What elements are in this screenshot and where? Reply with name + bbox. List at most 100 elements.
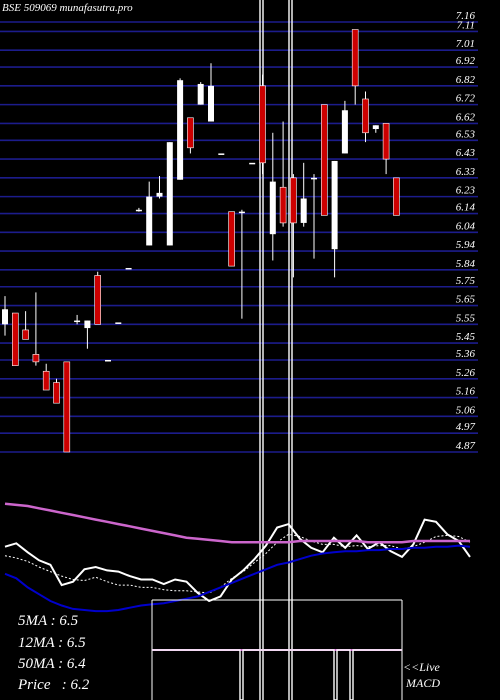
candle bbox=[331, 160, 338, 278]
y-tick-label: 6.53 bbox=[456, 128, 476, 140]
y-tick-label: 6.62 bbox=[456, 111, 476, 123]
y-tick-label: 5.55 bbox=[456, 312, 476, 324]
legend-price: Price : 6.2 bbox=[18, 677, 90, 693]
candle-body bbox=[84, 320, 91, 329]
candle-body bbox=[249, 162, 256, 165]
candle-body bbox=[393, 177, 400, 216]
y-tick-label: 6.23 bbox=[456, 185, 476, 197]
candle-body bbox=[156, 192, 163, 197]
candle-body bbox=[320, 104, 328, 216]
candle bbox=[311, 174, 317, 259]
candle-body bbox=[331, 160, 338, 250]
candle bbox=[238, 209, 245, 319]
candle bbox=[115, 322, 122, 324]
candle bbox=[300, 162, 307, 227]
candle bbox=[22, 311, 29, 340]
candle-body bbox=[218, 153, 225, 155]
candle bbox=[187, 117, 194, 154]
candle-body bbox=[125, 267, 132, 270]
candle bbox=[12, 312, 19, 366]
candle-body bbox=[74, 320, 81, 323]
candle bbox=[42, 363, 50, 391]
candle bbox=[63, 361, 71, 453]
candle bbox=[166, 142, 173, 246]
y-tick-label: 5.26 bbox=[456, 367, 476, 379]
y-tick-label: 5.36 bbox=[456, 348, 476, 360]
y-tick-label: 6.33 bbox=[456, 166, 476, 178]
candle bbox=[218, 153, 225, 155]
line-5ma bbox=[4, 518, 471, 603]
candle-body bbox=[208, 85, 214, 122]
candle-body bbox=[197, 83, 204, 105]
candle-body bbox=[42, 370, 50, 391]
candle-body bbox=[187, 117, 194, 149]
macd-panel bbox=[151, 599, 403, 700]
candle bbox=[279, 121, 287, 227]
candle bbox=[53, 378, 60, 404]
candle bbox=[105, 359, 111, 362]
candles bbox=[2, 29, 400, 453]
candle bbox=[125, 267, 132, 270]
candle-body bbox=[53, 382, 60, 404]
gridlines bbox=[0, 21, 478, 453]
y-tick-label: 5.84 bbox=[456, 258, 476, 270]
candle bbox=[74, 314, 81, 325]
candle bbox=[341, 100, 348, 154]
y-tick-label: 5.75 bbox=[456, 275, 476, 287]
candle-body bbox=[382, 123, 390, 160]
legend-5ma: 5MA : 6.5 bbox=[18, 613, 79, 629]
y-tick-label: 5.45 bbox=[456, 331, 476, 343]
candle bbox=[320, 104, 328, 216]
y-tick-label: 6.43 bbox=[456, 147, 476, 159]
line-50ma bbox=[4, 502, 470, 544]
candle-body bbox=[177, 80, 184, 180]
y-tick-label: 6.04 bbox=[456, 220, 476, 232]
candle-body bbox=[22, 329, 29, 340]
y-tick-label: 5.16 bbox=[456, 386, 476, 398]
candle-body bbox=[115, 322, 122, 324]
candle-body bbox=[300, 198, 307, 223]
candle-body bbox=[94, 275, 101, 325]
candle bbox=[228, 211, 235, 267]
candle bbox=[351, 29, 359, 105]
candle bbox=[177, 78, 184, 180]
y-axis-ticks: 7.167.11 7.01 6.92 6.82 6.72 6.62 6.53 6.43 6.33… bbox=[456, 10, 476, 452]
y-tick-label: 5.06 bbox=[456, 404, 476, 416]
y-tick-label: 7.11 bbox=[457, 19, 475, 31]
line-ema bbox=[4, 544, 471, 613]
candle-body bbox=[135, 209, 142, 212]
macd-line bbox=[152, 649, 402, 700]
y-tick-label: 4.97 bbox=[456, 421, 476, 433]
candle-body bbox=[279, 186, 287, 224]
candle bbox=[269, 132, 276, 261]
candle bbox=[372, 125, 379, 133]
candle bbox=[259, 74, 266, 175]
candle-body bbox=[105, 359, 111, 362]
candle bbox=[146, 181, 153, 246]
candle-body bbox=[146, 196, 153, 246]
candle-body bbox=[2, 309, 8, 325]
y-tick-label: 4.87 bbox=[456, 440, 476, 452]
candle-body bbox=[32, 354, 40, 363]
y-tick-label: 7.16 bbox=[456, 10, 476, 22]
candle-body bbox=[259, 85, 266, 164]
candle-body bbox=[228, 211, 235, 267]
candle-body bbox=[238, 211, 245, 214]
candle bbox=[135, 207, 142, 212]
candle bbox=[208, 63, 214, 122]
candle bbox=[393, 177, 400, 216]
candle bbox=[94, 271, 101, 325]
moving-averages bbox=[4, 502, 471, 613]
candle-body bbox=[341, 110, 348, 154]
y-tick-label: 5.65 bbox=[456, 294, 476, 306]
candle-body bbox=[351, 29, 359, 87]
candle bbox=[197, 82, 204, 105]
y-tick-label: 6.92 bbox=[456, 55, 476, 67]
candle bbox=[290, 174, 297, 278]
candle-body bbox=[166, 142, 173, 246]
candle-body bbox=[311, 177, 317, 180]
y-tick-label: 6.72 bbox=[456, 93, 476, 105]
legend-50ma: 50MA : 6.4 bbox=[18, 656, 86, 672]
